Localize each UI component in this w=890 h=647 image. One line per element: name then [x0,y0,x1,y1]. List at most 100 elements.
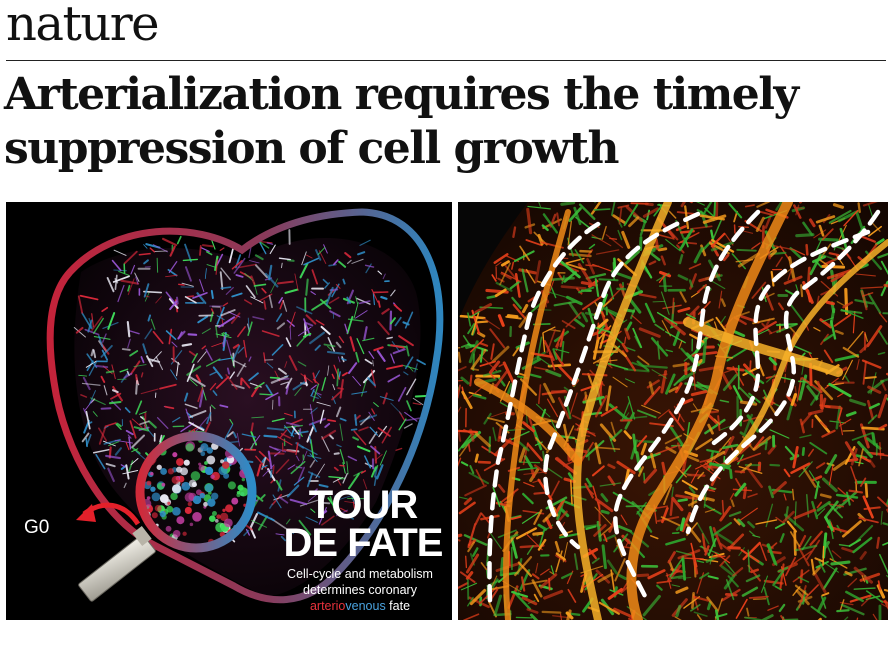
capillary-segment [671,486,674,498]
capillary-segment [822,567,838,590]
capillary-segment [677,274,689,281]
vessel-segment [342,278,346,285]
vessel-segment [127,434,132,439]
vessel-segment [311,269,319,285]
capillary-segment [465,553,480,574]
cell-dot [176,516,185,525]
capillary-segment [467,442,471,452]
vessel-segment [261,287,267,294]
capillary-segment [554,498,565,515]
capillary-segment [556,212,561,227]
cell-dot [170,492,178,501]
capillary-segment [815,560,829,569]
vessel-segment [335,283,341,289]
capillary-segment [693,611,708,617]
vessel-segment [300,373,313,383]
capillary-segment [877,580,882,591]
vessel-segment [148,358,161,363]
vessel-segment [321,377,327,391]
vessel-segment [129,360,141,376]
vessel-segment [379,450,387,466]
vessel-segment [252,316,265,321]
vessel-segment [318,483,329,488]
capillary-segment [875,238,885,246]
capillary-segment [479,360,496,367]
capillary-segment [877,393,888,419]
capillary-segment [861,575,866,583]
capillary-segment [866,399,874,420]
vessel-segment [296,335,307,347]
vessel-segment [289,325,292,340]
vessel-segment [254,254,264,261]
capillary-segment [493,370,509,390]
capillary-segment [709,553,713,565]
vessel-segment [101,349,109,361]
vessel-segment [288,355,298,371]
capillary-segment [497,314,505,327]
capillary-segment [733,330,746,338]
capillary-segment [580,281,598,287]
vessel-segment [140,356,145,364]
capillary-segment [675,225,687,232]
capillary-segment [860,596,871,607]
capillary-segment [515,587,521,595]
vessel-segment [165,291,178,307]
vessel-segment [328,476,342,479]
capillary-segment [598,601,620,615]
vessel-segment [339,512,355,520]
capillary-segment [594,497,614,513]
vessel-segment [342,462,346,474]
vessel-segment [199,245,202,256]
capillary-segment [715,609,720,620]
capillary-segment [814,259,823,268]
vessel-segment [317,246,326,256]
capillary-segment [728,202,743,219]
cell-dot [151,512,158,519]
vessel-segment [362,337,375,342]
capillary-segment [769,463,781,467]
vessel-segment [245,528,251,536]
capillary-segment [529,613,539,620]
capillary-segment [477,460,492,464]
capillary-segment [775,256,783,268]
vessel-segment [114,447,122,456]
capillary-segment [573,553,579,571]
capillary-segment [719,505,732,522]
capillary-segment [709,462,731,470]
capillary-segment [696,614,703,620]
capillary-segment [877,496,888,508]
capillary-segment [542,332,546,353]
capillary-segment [707,423,714,435]
vessel-segment [129,420,137,439]
capillary-segment [696,202,705,206]
vessel-segment [307,491,321,502]
capillary-segment [616,460,636,475]
capillary-segment [607,463,616,470]
capillary-segment [550,286,557,299]
vessel-segment [100,375,106,383]
capillary-segment [744,369,765,385]
capillary-segment [658,274,666,284]
vessel-segment [105,462,116,468]
capillary-segment [772,569,785,587]
capillary-segment [550,480,560,497]
capillary-segment [809,254,822,276]
capillary-segment [840,309,863,314]
vessel-segment [248,372,259,382]
capillary-segment [769,249,778,258]
capillary-segment [737,454,744,465]
capillary-segment [573,206,582,226]
vessel-segment [297,326,312,337]
vessel-segment [209,311,214,323]
vessel-segment [355,296,358,304]
vessel-segment [87,319,93,333]
vessel-segment [339,417,347,422]
capillary-segment [656,584,663,591]
vessel-segment [85,360,97,368]
capillary-segment [510,515,522,520]
vessel-segment [275,459,290,474]
capillary-segment [511,590,529,598]
vessel-segment [344,252,352,259]
cell-dot [200,451,206,457]
vessel-segment [113,249,127,256]
